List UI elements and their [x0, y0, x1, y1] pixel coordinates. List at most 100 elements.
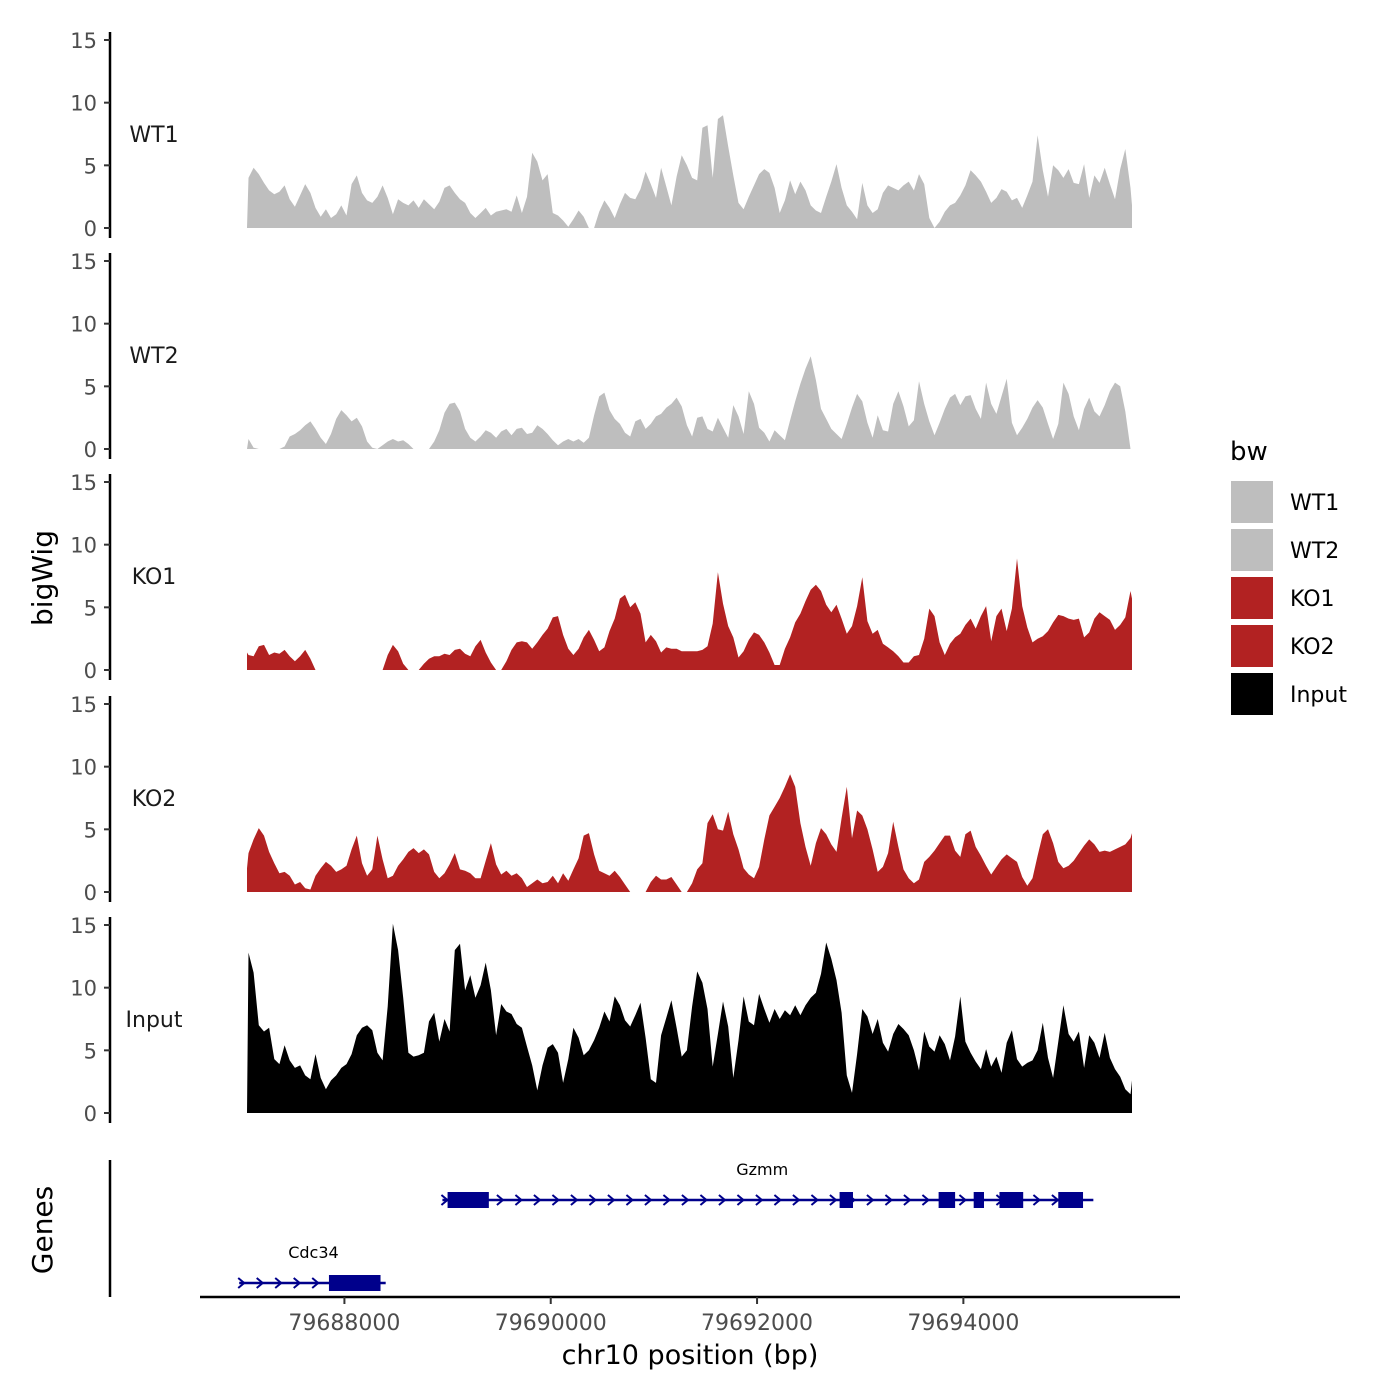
y-tick-label: 0 — [84, 217, 97, 241]
y-tick-label: 15 — [70, 693, 97, 717]
coverage-area — [247, 115, 1132, 228]
x-tick-label: 79688000 — [288, 1311, 400, 1336]
y-tick-label: 0 — [84, 659, 97, 683]
y-tick-label: 5 — [84, 1039, 97, 1063]
legend-label: KO2 — [1290, 635, 1335, 660]
exon — [839, 1192, 853, 1208]
strand-chevron — [699, 1194, 708, 1206]
strand-chevron — [736, 1194, 745, 1206]
track-label: Input — [126, 1008, 183, 1033]
strand-chevron — [588, 1194, 597, 1206]
exon — [1058, 1192, 1084, 1208]
gene-label: Cdc34 — [288, 1243, 338, 1262]
coverage-area — [247, 761, 1132, 892]
coverage-area — [247, 923, 1132, 1113]
strand-chevron — [792, 1194, 801, 1206]
legend-key-wt2 — [1229, 527, 1275, 573]
genes-panel: Cdc34 Gzmm — [108, 1160, 1094, 1297]
y-tick-label: 15 — [70, 471, 97, 495]
legend: bw WT1 WT2 KO1 KO2 Input — [1229, 437, 1347, 717]
strand-chevron — [755, 1194, 764, 1206]
x-axis-title: chr10 position (bp) — [562, 1340, 819, 1371]
y-tick-label: 15 — [70, 29, 97, 53]
strand-chevron — [1032, 1194, 1041, 1206]
strand-chevron — [274, 1277, 283, 1289]
strand-chevron — [551, 1194, 560, 1206]
x-tick-label: 79692000 — [701, 1311, 813, 1336]
y-tick-label: 0 — [84, 438, 97, 462]
strand-chevron — [1051, 1194, 1060, 1206]
x-axis: 79688000 79690000 79692000 79694000 — [200, 1295, 1180, 1336]
strand-chevron — [773, 1194, 782, 1206]
y-tick-label: 10 — [70, 756, 97, 780]
legend-title: bw — [1230, 437, 1268, 467]
strand-chevron — [903, 1194, 912, 1206]
y-tick-label: 15 — [70, 250, 97, 274]
legend-key-ko2 — [1229, 623, 1275, 669]
strand-chevron — [921, 1194, 930, 1206]
strand-chevron — [293, 1277, 302, 1289]
strand-chevron — [644, 1194, 653, 1206]
exon — [328, 1275, 381, 1291]
strand-chevron — [440, 1194, 449, 1206]
legend-label: WT2 — [1290, 539, 1339, 564]
strand-chevron — [570, 1194, 579, 1206]
track-label: WT2 — [129, 344, 178, 369]
strand-chevron — [662, 1194, 671, 1206]
strand-chevron — [718, 1194, 727, 1206]
y-tick-label: 15 — [70, 914, 97, 938]
track-wt2: 0 5 10 15 WT2 — [70, 250, 1131, 462]
strand-chevron — [311, 1277, 320, 1289]
y-tick-label: 5 — [84, 818, 97, 842]
track-wt1: 0 5 10 15 WT1 — [70, 29, 1132, 241]
y-tick-label: 10 — [70, 977, 97, 1001]
exon — [938, 1192, 956, 1208]
strand-chevron — [958, 1194, 967, 1206]
track-input: 0 5 10 15 Input — [70, 914, 1132, 1126]
track-ko2: 0 5 10 15 KO2 — [70, 693, 1132, 905]
y-tick-label: 0 — [84, 1102, 97, 1126]
gene-cdc34: Cdc34 — [237, 1243, 386, 1291]
strand-chevron — [256, 1277, 265, 1289]
strand-chevron — [607, 1194, 616, 1206]
coverage-area — [247, 527, 1132, 670]
strand-chevron — [884, 1194, 893, 1206]
genes-axis-title: Genes — [26, 1186, 59, 1274]
legend-key-ko1 — [1229, 575, 1275, 621]
y-tick-label: 5 — [84, 154, 97, 178]
exon — [999, 1192, 1024, 1208]
strand-chevron — [625, 1194, 634, 1206]
legend-label: WT1 — [1290, 491, 1339, 516]
y-axis-title: bigWig — [26, 530, 59, 626]
strand-chevron — [681, 1194, 690, 1206]
track-label: KO1 — [132, 565, 177, 590]
strand-chevron — [533, 1194, 542, 1206]
y-tick-label: 10 — [70, 92, 97, 116]
legend-label: KO1 — [1290, 587, 1335, 612]
strand-chevron — [496, 1194, 505, 1206]
exon — [973, 1192, 984, 1208]
y-tick-label: 5 — [84, 375, 97, 399]
legend-label: Input — [1290, 683, 1347, 708]
y-tick-label: 10 — [70, 313, 97, 337]
strand-chevron — [810, 1194, 819, 1206]
gene-gzmm: Gzmm — [440, 1160, 1094, 1208]
x-tick-label: 79690000 — [495, 1311, 607, 1336]
strand-chevron — [866, 1194, 875, 1206]
track-label: WT1 — [129, 123, 178, 148]
gene-label: Gzmm — [736, 1160, 788, 1179]
exon — [447, 1192, 489, 1208]
strand-chevron — [237, 1277, 246, 1289]
y-tick-label: 5 — [84, 596, 97, 620]
legend-key-wt1 — [1229, 479, 1275, 525]
strand-chevron — [514, 1194, 523, 1206]
strand-chevron — [829, 1194, 838, 1206]
x-tick-label: 79694000 — [907, 1311, 1019, 1336]
y-tick-label: 10 — [70, 534, 97, 558]
track-label: KO2 — [132, 787, 177, 812]
tracks-panel: 0 5 10 15 WT1 0 5 10 15 WT2 0 5 10 15 KO1 0 5 10 15 KO2 0 5 10… — [70, 29, 1132, 1126]
y-tick-label: 0 — [84, 881, 97, 905]
track-ko1: 0 5 10 15 KO1 — [70, 471, 1132, 683]
legend-key-input — [1229, 671, 1275, 717]
